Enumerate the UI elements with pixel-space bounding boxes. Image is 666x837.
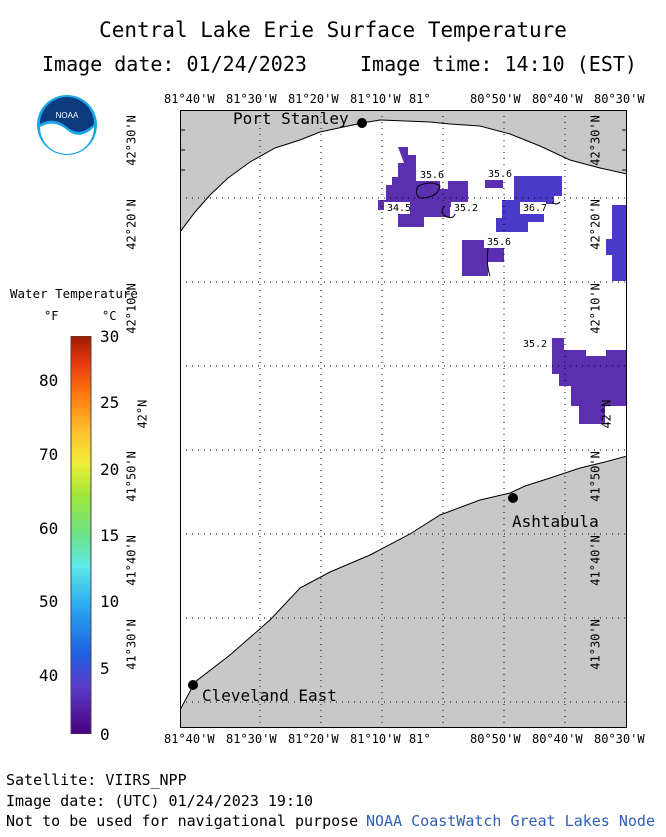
map-frame [180,110,627,728]
latitude-label: 41°50'N [588,451,603,502]
city-markers [188,118,518,690]
latitude-label: 42°N [599,399,614,429]
longitude-label: 80°50'W [470,732,521,746]
longitude-label: 81°40'W [164,92,215,106]
longitude-label: 81° [409,732,431,746]
legend-celsius-tick: 20 [100,459,120,479]
legend-celsius-tick: 30 [100,327,120,346]
contour-lines [415,182,561,277]
ashtabula-marker [508,493,518,503]
temperature-colorbar [70,336,92,734]
place-cleveland-east: Cleveland East [202,686,337,705]
legend-celsius-tick: 5 [100,658,110,678]
latitude-label: 41°40'N [124,535,139,586]
footer-disclaimer: Not to be used for navigational purpose [6,812,359,830]
contour-label: 36.7 [523,203,547,214]
longitude-label: 81°30'W [226,92,277,106]
legend-fahrenheit-tick: 70 [39,444,59,464]
legend-celsius-tick: 10 [100,592,120,612]
footer-utc-date: Image date: (UTC) 01/24/2023 19:10 [6,792,314,810]
legend-fahrenheit-tick: 40 [39,666,59,686]
map-ticks [180,129,627,171]
contour-label: 35.2 [454,203,478,214]
latitude-label: 42°10'N [588,283,603,334]
latitude-label: 42°20'N [124,199,139,250]
latitude-label: 42°20'N [588,199,603,250]
footer-credit: NOAA CoastWatch Great Lakes Node [366,812,655,830]
legend-celsius-tick: 0 [100,725,110,744]
legend-fahrenheit-tick: 80 [39,371,59,391]
latitude-label: 42°30'N [124,115,139,166]
latitude-label: 42°30'N [588,115,603,166]
cleveland-east-marker [188,680,198,690]
legend-title: Water Temperature [10,286,138,301]
longitude-label: 81°40'W [164,732,215,746]
noaa-logo-icon: NOAA [37,95,97,155]
legend-fahrenheit-tick: 60 [39,518,59,538]
legend-celsius-tick: 25 [100,393,120,413]
legend-fahrenheit-tick: 50 [39,592,59,612]
north-shore-land [180,110,627,233]
latitude-label: 41°30'N [588,619,603,670]
south-shore-land [180,455,627,728]
contour-label: 34.5 [387,203,411,214]
contour-label: 35.6 [488,169,512,180]
place-port-stanley: Port Stanley [233,110,349,128]
longitude-label: 81°10'W [350,732,401,746]
footer-satellite: Satellite: VIIRS_NPP [6,771,187,789]
longitude-label: 81°20'W [288,92,339,106]
graticule [180,110,627,728]
latitude-label: 41°40'N [588,535,603,586]
contour-label: 35.6 [420,170,444,181]
longitude-label: 80°30'W [594,92,645,106]
latitude-label: 42°10'N [124,283,139,334]
place-ashtabula: Ashtabula [512,512,599,531]
contour-label: 35.6 [487,237,511,248]
place-labels: Port Stanley Ashtabula Cleveland East [202,110,599,705]
contour-label: 35.2 [523,339,547,350]
legend-unit-celsius: °C [102,309,117,323]
latitude-label: 42°N [135,399,150,429]
latitude-label: 41°50'N [124,451,139,502]
contour-value-labels: 35.6 35.6 34.5 35.2 36.7 35.6 35.2 [384,168,547,350]
longitude-label: 81°30'W [226,732,277,746]
lake-erie-map: Port Stanley Ashtabula Cleveland East 35… [180,110,627,728]
longitude-label: 81°20'W [288,732,339,746]
longitude-label: 80°50'W [470,92,521,106]
noaa-logo-text: NOAA [56,111,79,120]
image-date: Image date: 01/24/2023 [42,52,307,76]
longitude-label: 80°40'W [532,732,583,746]
latitude-label: 41°30'N [124,619,139,670]
longitude-label: 81°10'W [350,92,401,106]
legend-unit-fahrenheit: °F [44,309,59,323]
port-stanley-marker [357,118,367,128]
longitude-label: 80°30'W [594,732,645,746]
longitude-label: 80°40'W [532,92,583,106]
longitude-label: 81° [409,92,431,106]
image-time: Image time: 14:10 (EST) [360,52,637,76]
legend-celsius-tick: 15 [100,526,120,545]
map-title: Central Lake Erie Surface Temperature [99,18,567,42]
